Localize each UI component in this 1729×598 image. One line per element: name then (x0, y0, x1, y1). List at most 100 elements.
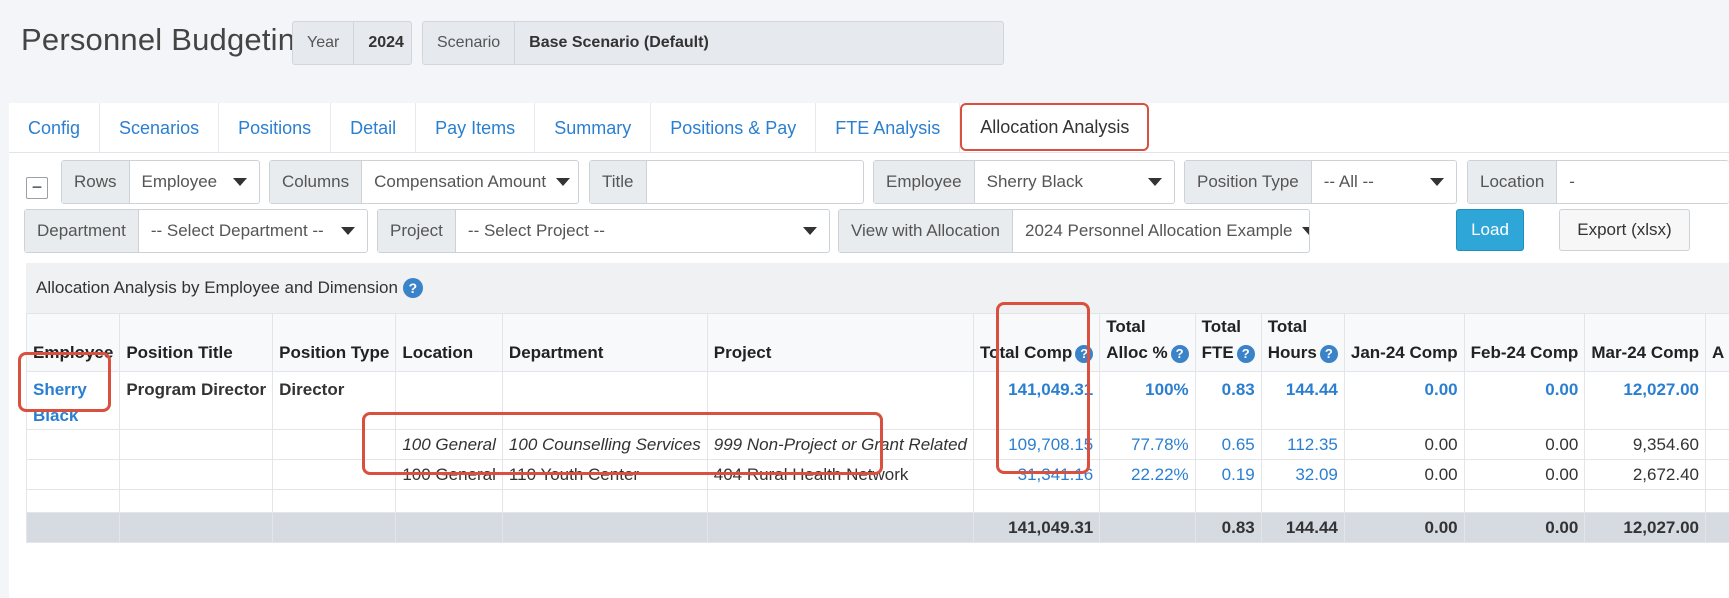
feb-cell: 0.00 (1463, 512, 1586, 543)
table-row: 100 General 110 Youth Center 404 Rural H… (25, 459, 1729, 490)
empty-cell (272, 429, 397, 460)
employee-select[interactable]: Employee Sherry Black (873, 160, 1175, 204)
help-icon[interactable]: ? (402, 278, 423, 298)
title-input[interactable] (647, 161, 864, 203)
help-icon[interactable]: ? (1319, 344, 1338, 363)
empty-cell (1099, 512, 1196, 543)
help-icon[interactable]: ? (1170, 344, 1189, 363)
col-employee[interactable]: Employee (25, 313, 121, 372)
col-jan-comp[interactable]: Jan-24 Comp (1343, 313, 1465, 372)
tab-positions[interactable]: Positions (219, 103, 332, 153)
col-total-hours[interactable]: Total Hours? (1260, 313, 1345, 372)
col-next[interactable]: A (1705, 313, 1729, 372)
alloc-cell[interactable]: 22.22% (1099, 459, 1196, 490)
mar-cell: 9,354.60 (1584, 429, 1707, 460)
hours-cell[interactable]: 32.09 (1260, 459, 1345, 490)
total-comp-cell[interactable]: 141,049.31 (973, 371, 1101, 430)
empty-cell (501, 489, 708, 513)
export-xlsx-button[interactable]: Export (xlsx) (1559, 209, 1690, 251)
jan-cell: 0.00 (1343, 429, 1465, 460)
position-type-select[interactable]: Position Type -- All -- (1184, 160, 1457, 204)
scenario-label: Scenario (423, 22, 516, 64)
department-select[interactable]: Department -- Select Department -- (24, 209, 368, 253)
col-feb-comp[interactable]: Feb-24 Comp (1463, 313, 1586, 372)
tab-positions-and-pay[interactable]: Positions & Pay (651, 103, 817, 153)
hours-cell[interactable]: 144.44 (1260, 371, 1345, 430)
project-label: Project (378, 210, 456, 252)
table-header-row: Employee Position Title Position Type Lo… (25, 313, 1729, 372)
empty-cell (1194, 489, 1262, 513)
table-row: 100 General 100 Counselling Services 999… (25, 429, 1729, 460)
title-label: Title (590, 161, 647, 203)
col-total-alloc-label-2: Alloc % (1106, 343, 1168, 362)
load-button[interactable]: Load (1456, 209, 1524, 251)
employee-label: Employee (874, 161, 975, 203)
title-field[interactable]: Title (589, 160, 864, 204)
employee-first-name: Sherry (33, 380, 87, 399)
employee-last-name: Black (33, 406, 79, 425)
col-mar-comp[interactable]: Mar-24 Comp (1584, 313, 1707, 372)
columns-label: Columns (270, 161, 363, 203)
project-select[interactable]: Project -- Select Project -- (377, 209, 830, 253)
columns-select[interactable]: Columns Compensation Amount (269, 160, 579, 204)
year-selector[interactable]: Year 2024 (292, 21, 412, 65)
tab-pay-items[interactable]: Pay Items (416, 103, 536, 153)
mar-cell[interactable]: 12,027.00 (1584, 371, 1707, 430)
col-total-comp-label: Total Comp (980, 343, 1073, 362)
jan-cell[interactable]: 0.00 (1343, 371, 1465, 430)
page-header: Personnel Budgeting Year 2024 Scenario B… (0, 0, 1729, 90)
location-label: Location (1468, 161, 1558, 203)
empty-cell (272, 489, 397, 513)
col-position-title[interactable]: Position Title (119, 313, 274, 372)
fte-cell[interactable]: 0.19 (1194, 459, 1262, 490)
tab-allocation-analysis[interactable]: Allocation Analysis (960, 103, 1150, 151)
tab-fte-analysis[interactable]: FTE Analysis (816, 103, 961, 153)
empty-cell (119, 459, 274, 490)
empty-cell (1705, 512, 1729, 543)
col-location[interactable]: Location (395, 313, 503, 372)
col-total-alloc[interactable]: Total Alloc %? (1099, 313, 1196, 372)
col-position-type[interactable]: Position Type (272, 313, 397, 372)
feb-cell[interactable]: 0.00 (1463, 371, 1586, 430)
tab-config[interactable]: Config (9, 103, 101, 153)
project-cell (706, 371, 975, 430)
collapse-filters-button[interactable]: − (26, 177, 48, 199)
help-icon[interactable]: ? (1075, 344, 1094, 363)
table-row: Sherry Black Program Director Director 14… (25, 371, 1729, 430)
help-icon[interactable]: ? (1236, 344, 1255, 363)
empty-cell (706, 512, 975, 543)
location-cell: 100 General (395, 459, 503, 490)
tab-scenarios[interactable]: Scenarios (100, 103, 220, 153)
tab-summary[interactable]: Summary (535, 103, 652, 153)
fte-cell[interactable]: 0.65 (1194, 429, 1262, 460)
total-row: 141,049.31 0.83 144.44 0.00 0.00 12,027.… (25, 512, 1729, 543)
department-value: -- Select Department -- (150, 221, 324, 240)
tab-detail[interactable]: Detail (331, 103, 417, 153)
col-total-hours-label-1: Total (1267, 317, 1308, 336)
rows-select[interactable]: Rows Employee (61, 160, 260, 204)
empty-cell (1584, 489, 1707, 513)
year-label: Year (293, 22, 355, 64)
hours-cell: 144.44 (1260, 512, 1345, 543)
jan-cell: 0.00 (1343, 459, 1465, 490)
empty-cell (1705, 489, 1729, 513)
total-comp-cell: 141,049.31 (973, 512, 1101, 543)
col-project[interactable]: Project (706, 313, 975, 372)
fte-cell[interactable]: 0.83 (1194, 371, 1262, 430)
col-total-fte[interactable]: Total FTE? (1194, 313, 1262, 372)
allocation-select[interactable]: View with Allocation 2024 Personnel Allo… (838, 209, 1310, 253)
empty-cell (1260, 489, 1345, 513)
project-cell: 999 Non-Project or Grant Related (706, 429, 975, 460)
hours-cell[interactable]: 112.35 (1260, 429, 1345, 460)
scenario-selector[interactable]: Scenario Base Scenario (Default) (422, 21, 1004, 65)
report-title: Allocation Analysis by Employee and Dime… (36, 278, 398, 297)
alloc-cell[interactable]: 77.78% (1099, 429, 1196, 460)
employee-link[interactable]: Sherry Black (25, 371, 121, 430)
location-select[interactable]: Location - (1467, 160, 1729, 204)
total-comp-cell[interactable]: 31,341.16 (973, 459, 1101, 490)
col-total-comp[interactable]: Total Comp? (973, 313, 1101, 372)
empty-cell (25, 459, 121, 490)
total-comp-cell[interactable]: 109,708.15 (973, 429, 1101, 460)
col-department[interactable]: Department (501, 313, 708, 372)
alloc-cell[interactable]: 100% (1099, 371, 1196, 430)
